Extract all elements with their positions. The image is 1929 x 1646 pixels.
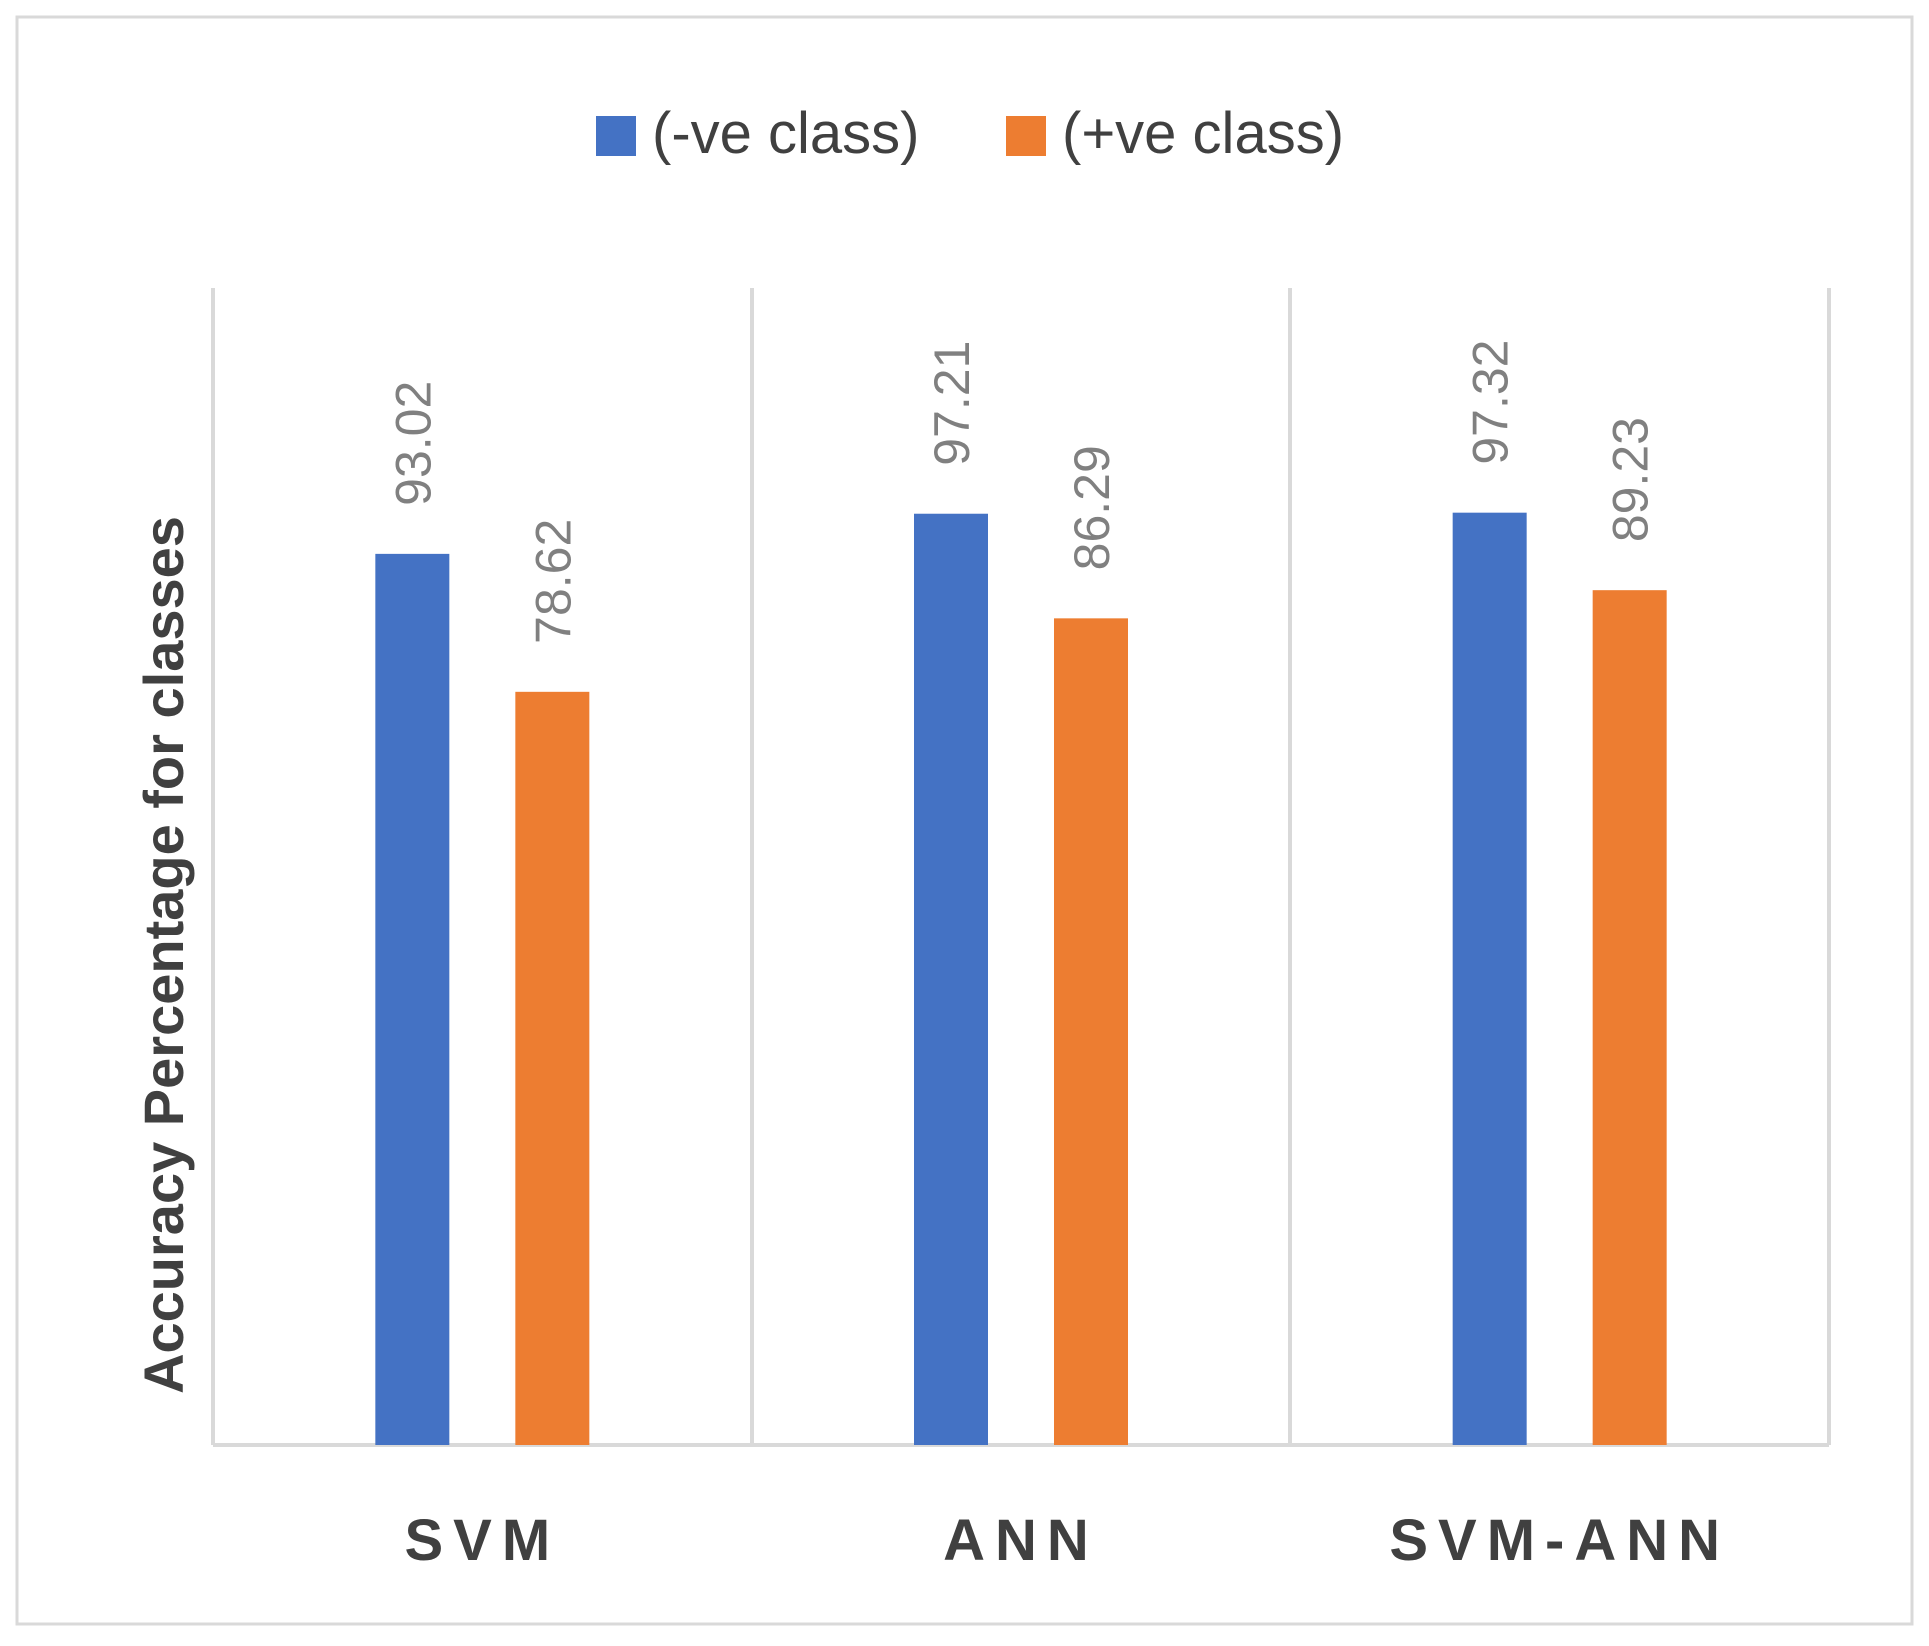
legend-swatch-pos xyxy=(1006,116,1046,156)
bar-ann-neg xyxy=(914,513,988,1445)
data-label-svm-ann-pos: 89.23 xyxy=(1603,417,1659,542)
bar-svm-pos xyxy=(515,691,590,1445)
category-label-svm-ann: SVM-ANN xyxy=(1389,1508,1730,1573)
legend-swatch-neg xyxy=(596,116,636,156)
data-label-ann-neg: 97.21 xyxy=(924,341,980,466)
data-label-ann-pos: 86.29 xyxy=(1064,445,1120,570)
data-labels: 93.02 78.62 97.21 86.29 97.32 89.23 xyxy=(385,340,1658,644)
legend-label-pos: (+ve class) xyxy=(1062,101,1344,166)
bar-svm-ann-neg xyxy=(1452,512,1527,1445)
bar-svm-neg xyxy=(375,553,450,1445)
data-label-svm-neg: 93.02 xyxy=(385,381,441,506)
bar-ann-pos xyxy=(1054,618,1128,1445)
data-label-svm-pos: 78.62 xyxy=(525,519,581,644)
data-label-svm-ann-neg: 97.32 xyxy=(1463,340,1519,465)
bars xyxy=(375,512,1667,1445)
category-label-svm: SVM xyxy=(404,1508,560,1573)
axes xyxy=(211,288,1831,1447)
y-axis-title: Accuracy Percentage for classes xyxy=(132,516,195,1394)
category-label-ann: ANN xyxy=(943,1508,1099,1573)
category-labels: SVM ANN SVM-ANN xyxy=(404,1508,1730,1573)
legend: (-ve class) (+ve class) xyxy=(596,101,1344,166)
legend-label-neg: (-ve class) xyxy=(652,101,919,166)
bar-svm-ann-pos xyxy=(1592,590,1667,1445)
